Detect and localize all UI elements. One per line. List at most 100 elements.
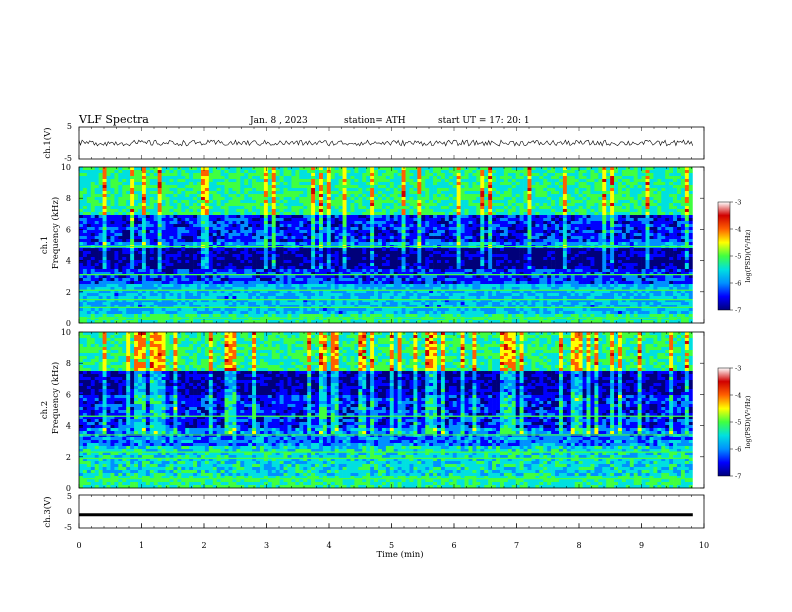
spectrogram-cell (185, 269, 190, 273)
spectrogram-cell (98, 209, 103, 213)
spectrogram-cell (216, 173, 221, 177)
spectrogram-cell (149, 215, 155, 219)
spectrogram-cell (236, 281, 241, 285)
spectrogram-cell (256, 314, 261, 318)
spectrogram-cell (366, 215, 371, 219)
spectrogram-cell (366, 311, 371, 315)
spectrogram-cell (271, 254, 277, 258)
spectrogram-cell (224, 272, 229, 276)
spectrogram-cell (177, 248, 182, 252)
spectrogram-cell (94, 272, 99, 276)
spectrogram-cell (291, 248, 296, 252)
spectrogram-cell (437, 239, 442, 243)
spectrogram-cell (90, 233, 96, 237)
spectrogram-cell (244, 248, 249, 252)
spectrogram-cell (448, 287, 454, 291)
spectrogram-cell (200, 221, 206, 225)
spectrogram-cell (433, 239, 438, 243)
spectrogram-cell (82, 287, 88, 291)
spectrogram-cell (318, 194, 324, 198)
spectrogram-cell (437, 170, 442, 174)
spectrogram-cell (448, 197, 454, 201)
spectrogram-cell (444, 239, 450, 243)
spectrogram-cell (393, 185, 398, 189)
spectrogram-cell (118, 287, 123, 291)
spectrogram-cell (362, 230, 367, 234)
spectrogram-cell (279, 185, 284, 189)
spectrogram-cell (130, 251, 135, 255)
spectrogram-cell (118, 248, 123, 252)
spectrogram-cell (102, 182, 107, 186)
spectrogram-cell (90, 260, 96, 264)
spectrogram-cell (118, 236, 123, 240)
spectrogram-cell (82, 260, 88, 264)
spectrogram-cell (173, 212, 178, 216)
spectrogram-cell (370, 251, 375, 255)
spectrogram-cell (417, 287, 422, 291)
spectrogram-cell (197, 308, 202, 312)
spectrogram-cell (283, 284, 288, 288)
spectrogram-cell (216, 278, 221, 282)
spectrogram-cell (350, 254, 355, 258)
spectrogram-cell (86, 293, 92, 297)
spectrogram-cell (181, 191, 186, 195)
spectrogram-cell (322, 260, 328, 264)
spectrogram-cell (389, 320, 395, 324)
spectrogram-cell (161, 185, 166, 189)
spectrogram-cell (381, 308, 387, 312)
spectrogram-cell (433, 215, 438, 219)
spectrogram-cell (204, 302, 210, 306)
spectrogram-cell (429, 299, 434, 303)
spectrogram-cell (425, 170, 430, 174)
spectrogram-cell (315, 281, 320, 285)
spectrogram-cell (393, 311, 398, 315)
spectrogram-cell (409, 170, 414, 174)
spectrogram-cell (185, 290, 190, 294)
spectrogram-cell (134, 197, 139, 201)
spectrogram-cell (79, 206, 84, 210)
spectrogram-cell (342, 194, 347, 198)
spectrogram-cell (275, 227, 280, 231)
spectrogram-cell (389, 179, 395, 183)
spectrogram-cell (342, 302, 347, 306)
spectrogram-cell (448, 320, 454, 324)
spectrogram-cell (252, 236, 257, 240)
spectrogram-cell (224, 230, 229, 234)
spectrogram-cell (401, 266, 406, 270)
spectrogram-cell (330, 194, 336, 198)
spectrogram-cell (295, 278, 300, 282)
spectrogram-cell (157, 302, 162, 306)
spectrogram-cell (236, 239, 241, 243)
spectrogram-cell (149, 320, 155, 324)
spectrogram-cell (275, 197, 280, 201)
spectrogram-cell (421, 254, 426, 258)
spectrogram-cell (307, 209, 312, 213)
spectrogram-cell (240, 254, 245, 258)
spectrogram-cell (409, 233, 414, 237)
spectrogram-cell (189, 236, 194, 240)
spectrogram-cell (397, 215, 402, 219)
spectrogram-cell (433, 281, 438, 285)
spectrogram-cell (444, 236, 450, 240)
spectrogram-cell (181, 266, 186, 270)
spectrogram-cell (287, 227, 292, 231)
spectrogram-cell (204, 179, 210, 183)
spectrogram-cell (452, 170, 457, 174)
spectrogram-cell (295, 260, 300, 264)
spectrogram-cell (381, 290, 387, 294)
spectrogram-cell (244, 290, 249, 294)
spectrogram-cell (366, 209, 371, 213)
spectrogram-cell (208, 191, 214, 195)
spectrogram-cell (440, 257, 446, 261)
spectrogram-cell (173, 299, 178, 303)
spectrogram-cell (208, 272, 214, 276)
spectrogram-cell (354, 215, 359, 219)
spectrogram-cell (271, 275, 277, 279)
spectrogram-cell (110, 206, 115, 210)
spectrogram-cell (389, 302, 395, 306)
spectrogram-cell (232, 173, 237, 177)
spectrogram-cell (318, 176, 324, 180)
spectrogram-cell (122, 311, 127, 315)
spectrogram-cell (118, 242, 123, 246)
spectrogram-cell (444, 272, 450, 276)
